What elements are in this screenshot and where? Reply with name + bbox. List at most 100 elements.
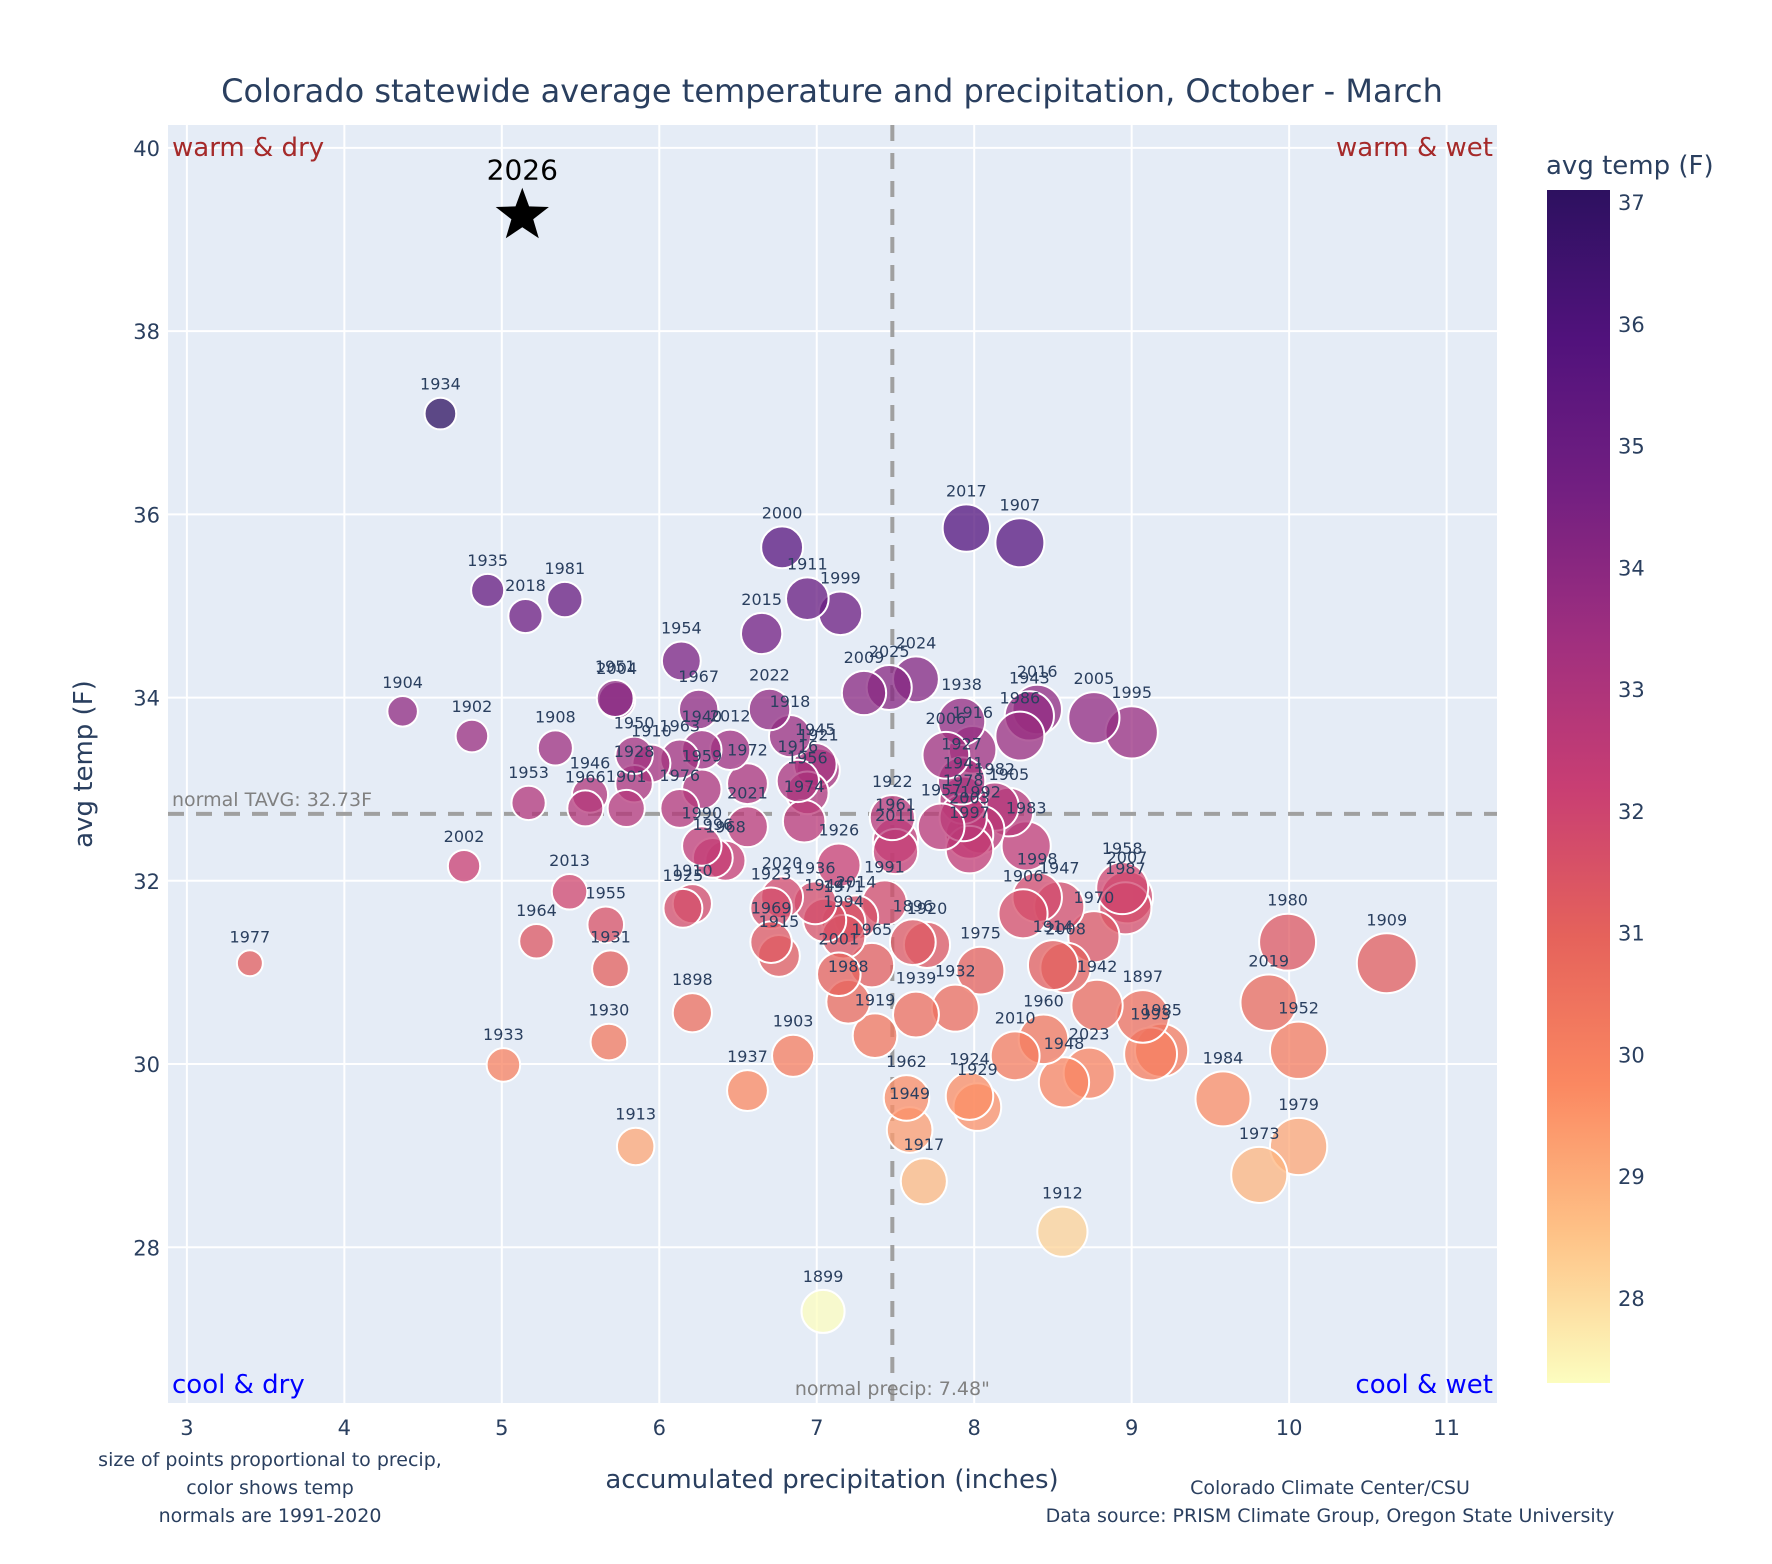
point-label: 1911: [787, 554, 828, 573]
data-point: [868, 794, 916, 842]
data-point: [589, 1022, 629, 1062]
data-point: [1355, 932, 1418, 995]
point-label: 1966: [565, 767, 606, 786]
data-point: [955, 945, 1006, 996]
point-label: 1898: [672, 970, 713, 989]
normal-tavg-label: normal TAVG: 32.73F: [172, 789, 372, 811]
point-label: 1951: [595, 657, 636, 676]
point-label: 2003: [949, 788, 990, 807]
point-label: 1979: [1278, 1095, 1319, 1114]
point-label: 1907: [1000, 495, 1041, 514]
highlight-2026: 2026: [487, 154, 558, 239]
point-label: 1967: [678, 667, 719, 686]
point-label: 1904: [382, 673, 423, 692]
chart-title: Colorado statewide average temperature a…: [221, 72, 1443, 110]
y-tick-label: 34: [133, 687, 160, 711]
data-point: [671, 992, 713, 1034]
data-point: [659, 788, 701, 829]
point-label: 1987: [1105, 859, 1146, 878]
point-label: 1902: [452, 697, 493, 716]
data-point: [546, 580, 584, 619]
data-point: [760, 525, 805, 570]
point-label: 1930: [589, 1001, 630, 1020]
colorbar-tick-label: 35: [1618, 435, 1645, 459]
point-label: 2010: [995, 1008, 1036, 1027]
point-label: 1933: [483, 1025, 524, 1044]
point-label: 1983: [1006, 798, 1047, 817]
point-label: 2024: [896, 633, 937, 652]
point-label: 2019: [1248, 951, 1289, 970]
point-label: 1916: [777, 737, 818, 756]
data-points: [235, 396, 1418, 1334]
point-label: 1947: [1039, 858, 1080, 877]
point-label: 1996: [692, 815, 733, 834]
data-point: [921, 730, 971, 780]
data-point: [677, 688, 720, 731]
point-label: 2012: [710, 707, 751, 726]
point-label: 1969: [751, 898, 792, 917]
point-label: 2016: [1017, 662, 1058, 681]
point-label: 1954: [661, 619, 702, 638]
point-label: 1986: [1000, 689, 1041, 708]
point-label: 2023: [1069, 1025, 1110, 1044]
point-label: 2022: [749, 666, 790, 685]
point-label: 1906: [1003, 866, 1044, 885]
point-label: 1952: [1278, 999, 1319, 1018]
x-axis-title: accumulated precipitation (inches): [605, 1465, 1058, 1495]
point-label: 1976: [659, 766, 700, 785]
y-tick-label: 36: [133, 503, 160, 527]
quadrant-warm-dry: warm & dry: [172, 133, 324, 163]
note-left-1: size of points proportional to precip,: [98, 1449, 442, 1471]
point-label: 1903: [773, 1012, 814, 1031]
point-label: 1923: [751, 865, 792, 884]
data-point: [1026, 939, 1079, 992]
point-label: 1957: [921, 780, 962, 799]
point-label: 1896: [892, 896, 933, 915]
data-point: [595, 679, 635, 718]
data-point: [386, 695, 419, 728]
point-label: 1913: [615, 1105, 656, 1124]
point-label: 1905: [989, 765, 1030, 784]
data-point: [681, 825, 723, 867]
data-point: [997, 888, 1049, 940]
point-label: 1994: [823, 892, 864, 911]
colorbar-tick-label: 33: [1618, 678, 1645, 702]
point-label: 1908: [535, 707, 576, 726]
point-label: 1960: [1023, 991, 1064, 1010]
point-label: 1959: [681, 746, 722, 765]
data-point: [550, 873, 589, 911]
point-label: 1950: [614, 714, 655, 733]
colorbar: [1547, 190, 1610, 1383]
data-point: [994, 517, 1046, 569]
data-point: [566, 789, 605, 828]
point-label: 1912: [1042, 1184, 1083, 1203]
point-label: 1973: [1239, 1124, 1280, 1143]
data-point: [470, 572, 506, 608]
point-label: 1909: [1366, 910, 1407, 929]
point-label: 1922: [872, 772, 913, 791]
data-point: [941, 503, 992, 553]
point-label: 2025: [869, 642, 910, 661]
data-point: [944, 1071, 995, 1121]
point-label: 1927: [941, 734, 982, 753]
point-label: 1990: [681, 803, 722, 822]
data-point: [1070, 978, 1124, 1033]
note-left-3: normals are 1991-2020: [159, 1505, 382, 1527]
point-label: 1910: [672, 861, 713, 880]
data-point: [606, 788, 646, 829]
point-label: 1942: [1077, 957, 1118, 976]
x-tick-label: 9: [1125, 1416, 1138, 1440]
normal-precip-label: normal precip: 7.48": [795, 1378, 990, 1400]
point-label: 1997: [949, 803, 990, 822]
data-point: [771, 1033, 816, 1078]
point-label: 2014: [836, 872, 877, 891]
point-label: 1991: [864, 857, 905, 876]
point-label: 1955: [585, 883, 626, 902]
point-label: 1977: [230, 927, 271, 946]
y-tick-label: 32: [133, 870, 160, 894]
point-label: 2013: [549, 851, 590, 870]
point-label: 2006: [926, 709, 967, 728]
x-tick-label: 11: [1433, 1416, 1460, 1440]
data-point: [507, 597, 544, 635]
